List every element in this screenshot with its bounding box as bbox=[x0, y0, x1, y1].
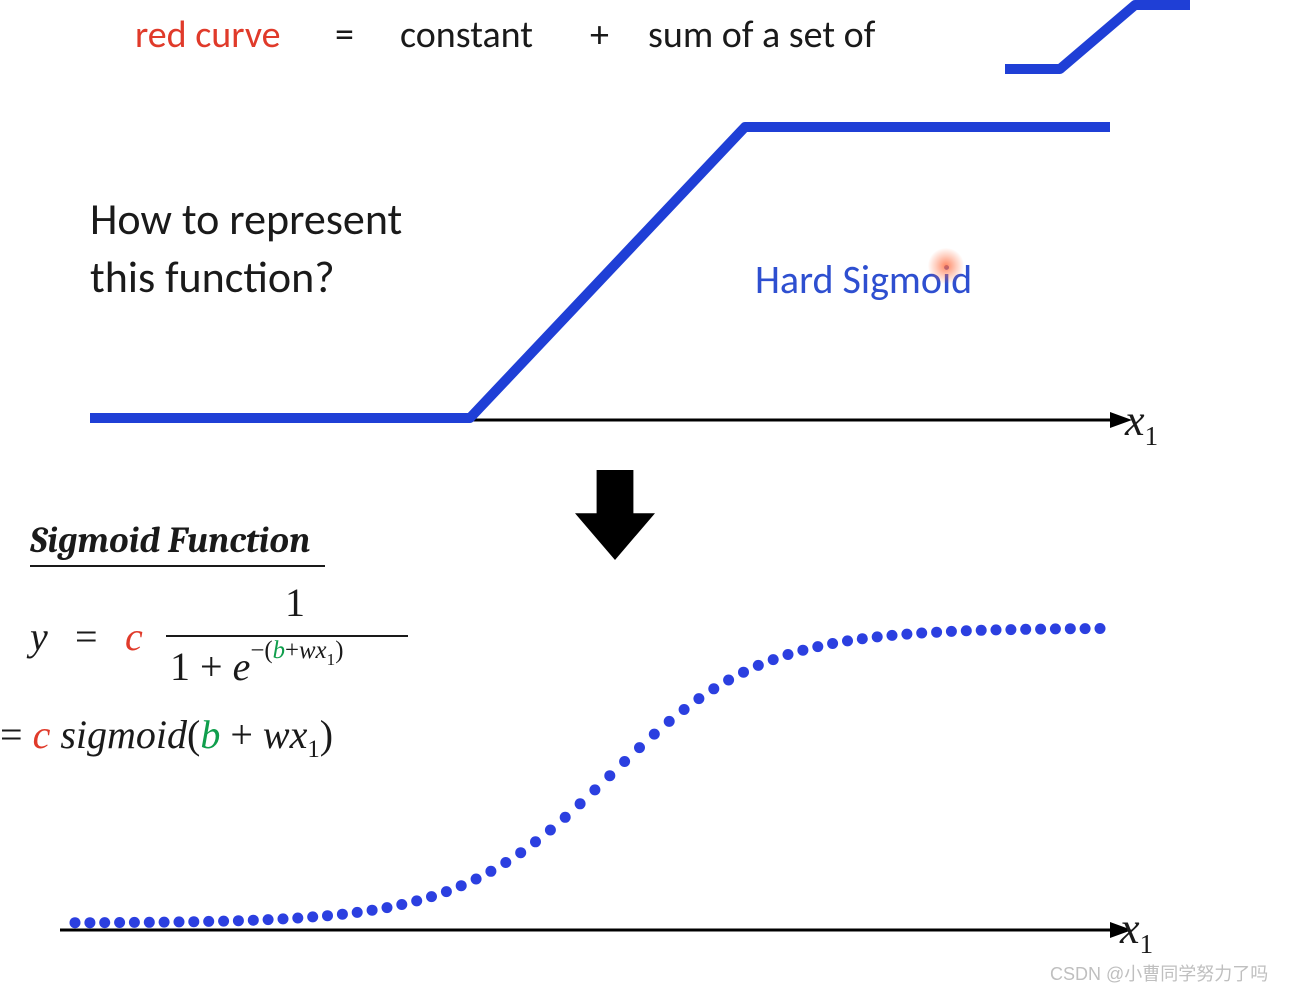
sigmoid-formula-fraction: y=c11 + e−(b+wx1) bbox=[30, 585, 450, 715]
sigmoid-function-title: Sigmoid Function bbox=[30, 520, 310, 561]
sigmoid-axis-label: x1 bbox=[1120, 903, 1153, 954]
hard-sigmoid-plot bbox=[0, 0, 1312, 460]
sigmoid-formula-short: = c sigmoid(b + wx1) bbox=[0, 710, 333, 759]
hard-sigmoid-axis-label: x1 bbox=[1125, 395, 1158, 446]
slide-stage: { "colors": { "red": "#e03a2a", "black":… bbox=[0, 0, 1312, 985]
down-arrow-icon bbox=[575, 470, 655, 560]
watermark-text: CSDN @小曹同学努力了吗 bbox=[1050, 960, 1268, 985]
sigmoid-title-underline bbox=[0, 564, 400, 570]
laser-pointer-highlight bbox=[928, 248, 964, 284]
